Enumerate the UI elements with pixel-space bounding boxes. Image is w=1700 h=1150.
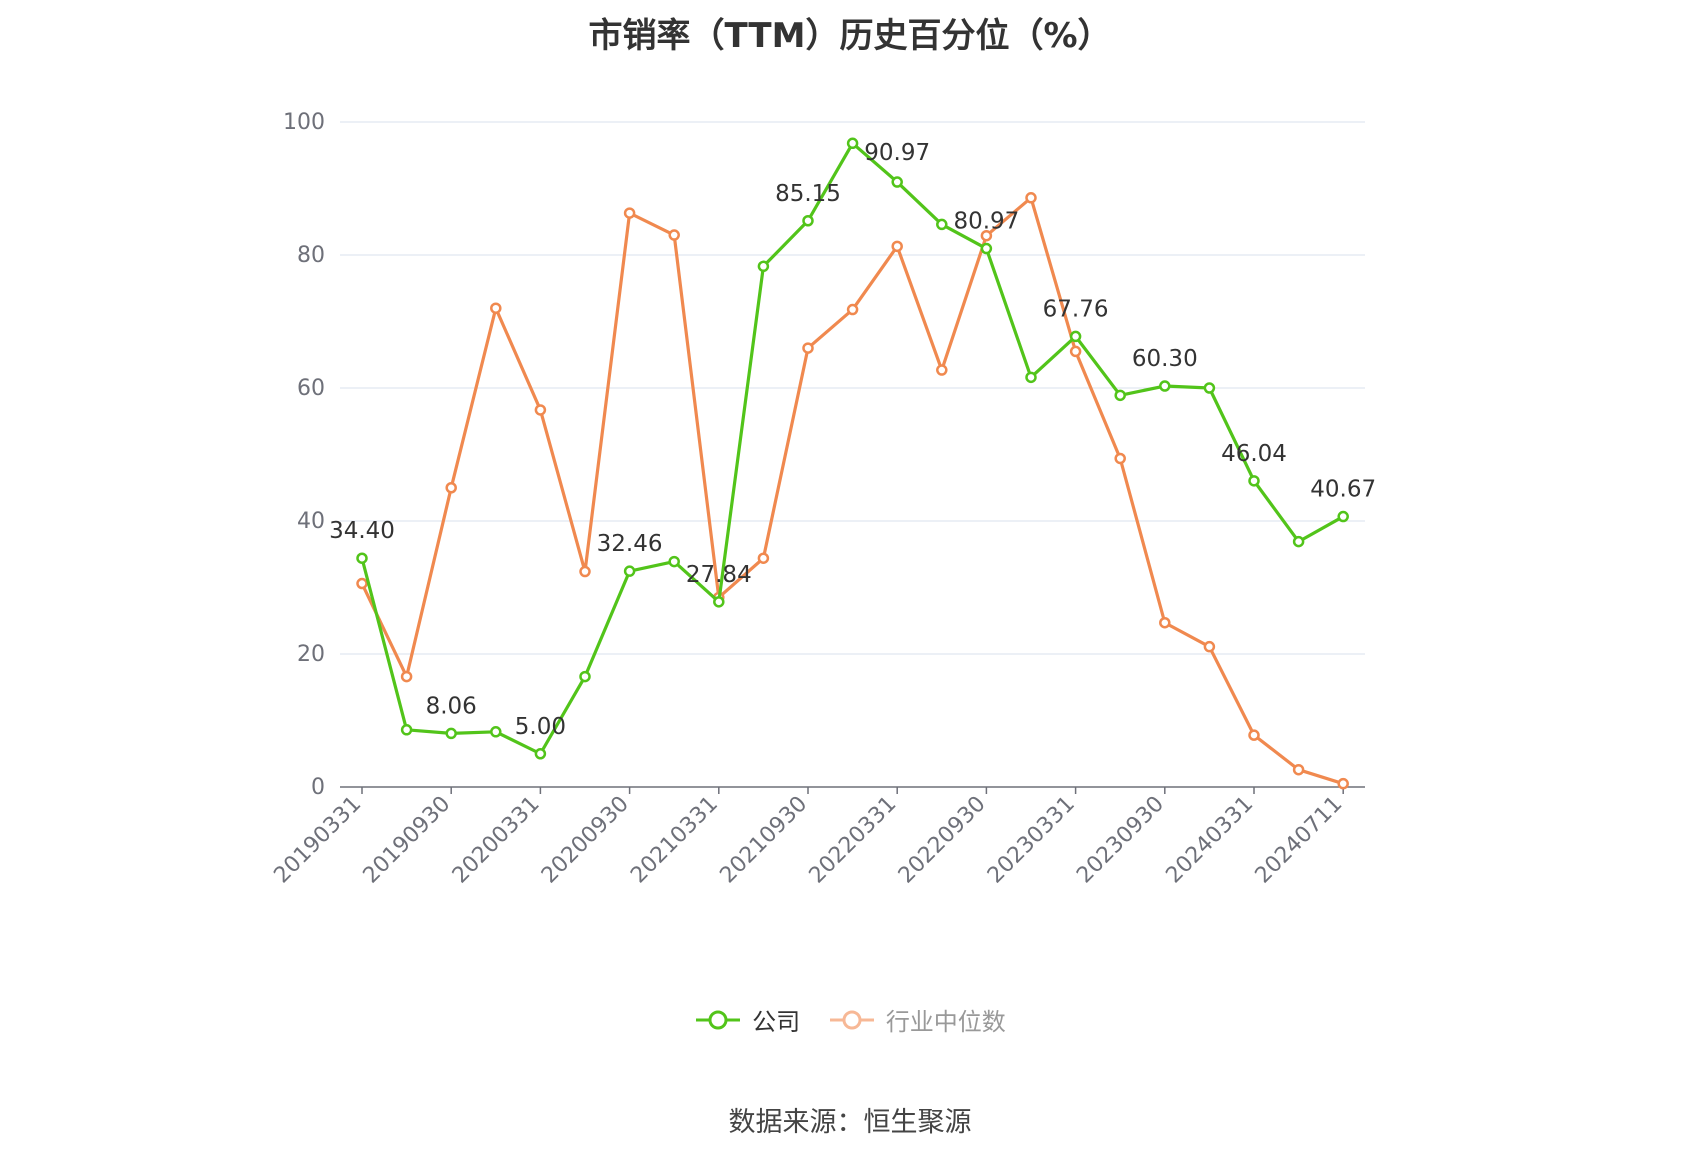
y-tick-label: 100 (283, 110, 325, 135)
data-label: 90.97 (864, 140, 930, 166)
data-label: 80.97 (953, 209, 1019, 235)
data-point-industry (1025, 192, 1037, 204)
data-point-company (445, 727, 457, 740)
x-tick-label: 20190331 (269, 792, 366, 889)
legend-item-industry[interactable]: 行业中位数 (828, 1002, 1006, 1037)
data-label: 34.40 (329, 518, 395, 544)
data-point-company (356, 552, 368, 564)
data-point-company (1248, 475, 1260, 487)
x-tick-label: 20210930 (715, 792, 812, 889)
x-tick-label: 20230930 (1072, 792, 1169, 889)
label-layer: 34.40 8.06 5.00 32.46 27.84 85.15 90.97 80.97 67… (329, 140, 1376, 740)
data-point-company (1159, 380, 1171, 392)
data-source-note: 数据来源：恒生聚源 (728, 1107, 972, 1138)
data-point-company (579, 670, 591, 683)
data-point-industry (400, 670, 413, 683)
data-point-company (980, 242, 993, 255)
y-tick-label: 80 (297, 243, 325, 268)
data-point-company (1203, 382, 1216, 394)
data-point-industry (1248, 729, 1260, 741)
legend-company-line-icon (696, 1010, 741, 1029)
data-point-industry (1203, 640, 1216, 653)
x-tick-label: 20240711 (1251, 792, 1348, 889)
data-point-industry (1292, 763, 1305, 776)
data-label: 60.30 (1132, 346, 1198, 372)
data-label: 32.46 (597, 531, 663, 557)
data-point-company (1337, 510, 1349, 523)
data-point-industry (668, 229, 680, 241)
data-point-company (936, 218, 948, 231)
data-point-company (1114, 389, 1126, 402)
data-point-industry (445, 482, 457, 494)
data-point-company (400, 724, 413, 736)
data-point-company (668, 555, 680, 568)
data-point-company (891, 176, 903, 188)
data-point-industry (1337, 777, 1349, 790)
x-tick-label: 20230331 (983, 792, 1080, 889)
data-label: 5.00 (515, 714, 566, 740)
y-tick-label: 60 (297, 376, 325, 401)
x-tick-label: 20210331 (626, 792, 723, 889)
data-point-company (713, 596, 725, 608)
data-point-industry (1069, 345, 1082, 358)
data-point-industry (1114, 452, 1126, 465)
legend: 公司 行业中位数 (0, 1002, 1700, 1038)
x-tick-label: 20220331 (805, 792, 902, 889)
chart-title: 市销率（TTM）历史百分位（%） (588, 16, 1112, 56)
data-point-industry (802, 342, 814, 354)
data-point-industry (936, 364, 948, 376)
data-point-company (1292, 535, 1305, 548)
x-tick-label: 20220930 (894, 792, 991, 889)
data-label: 27.84 (686, 562, 752, 588)
data-point-industry (891, 240, 903, 253)
data-point-industry (846, 303, 859, 316)
data-point-company (802, 215, 814, 227)
data-point-industry (356, 577, 368, 590)
data-point-company (1069, 330, 1082, 343)
data-point-company (1025, 371, 1037, 384)
legend-company-label: 公司 (752, 1008, 801, 1036)
y-tick-label: 20 (297, 642, 325, 667)
series-line-company (360, 141, 1344, 756)
legend-industry-label: 行业中位数 (885, 1008, 1006, 1036)
data-point-industry (1159, 616, 1171, 629)
data-label: 40.67 (1310, 477, 1376, 503)
data-point-industry (534, 404, 547, 416)
data-point-industry (579, 565, 591, 578)
chart-plot: 0 20 40 60 80 100 2019033120190930202003312020… (269, 110, 1376, 888)
series-layer (356, 137, 1349, 790)
data-label: 46.04 (1221, 441, 1287, 467)
legend-industry-line-icon (829, 1010, 874, 1029)
data-label: 67.76 (1043, 296, 1109, 322)
x-tick-label: 20200331 (448, 792, 545, 889)
y-tick-label: 0 (311, 775, 325, 800)
data-point-company (623, 565, 636, 577)
legend-item-company[interactable]: 公司 (694, 1002, 800, 1037)
data-point-industry (980, 229, 993, 242)
data-point-industry (490, 302, 502, 314)
x-tick-label: 20240331 (1161, 792, 1258, 889)
data-point-company (534, 748, 547, 760)
x-tick-label: 20190930 (359, 792, 456, 889)
data-label: 8.06 (426, 693, 477, 719)
y-tick-label: 40 (297, 509, 325, 534)
data-point-company (846, 137, 859, 150)
data-point-industry (757, 552, 770, 564)
data-point-company (490, 726, 502, 738)
x-tick-label: 20200930 (537, 792, 634, 889)
data-point-industry (623, 207, 636, 219)
axis-layer: 0 20 40 60 80 100 2019033120190930202003312020… (269, 110, 1365, 888)
data-point-company (757, 260, 770, 273)
series-line-industry (360, 196, 1344, 786)
data-label: 85.15 (775, 181, 841, 207)
